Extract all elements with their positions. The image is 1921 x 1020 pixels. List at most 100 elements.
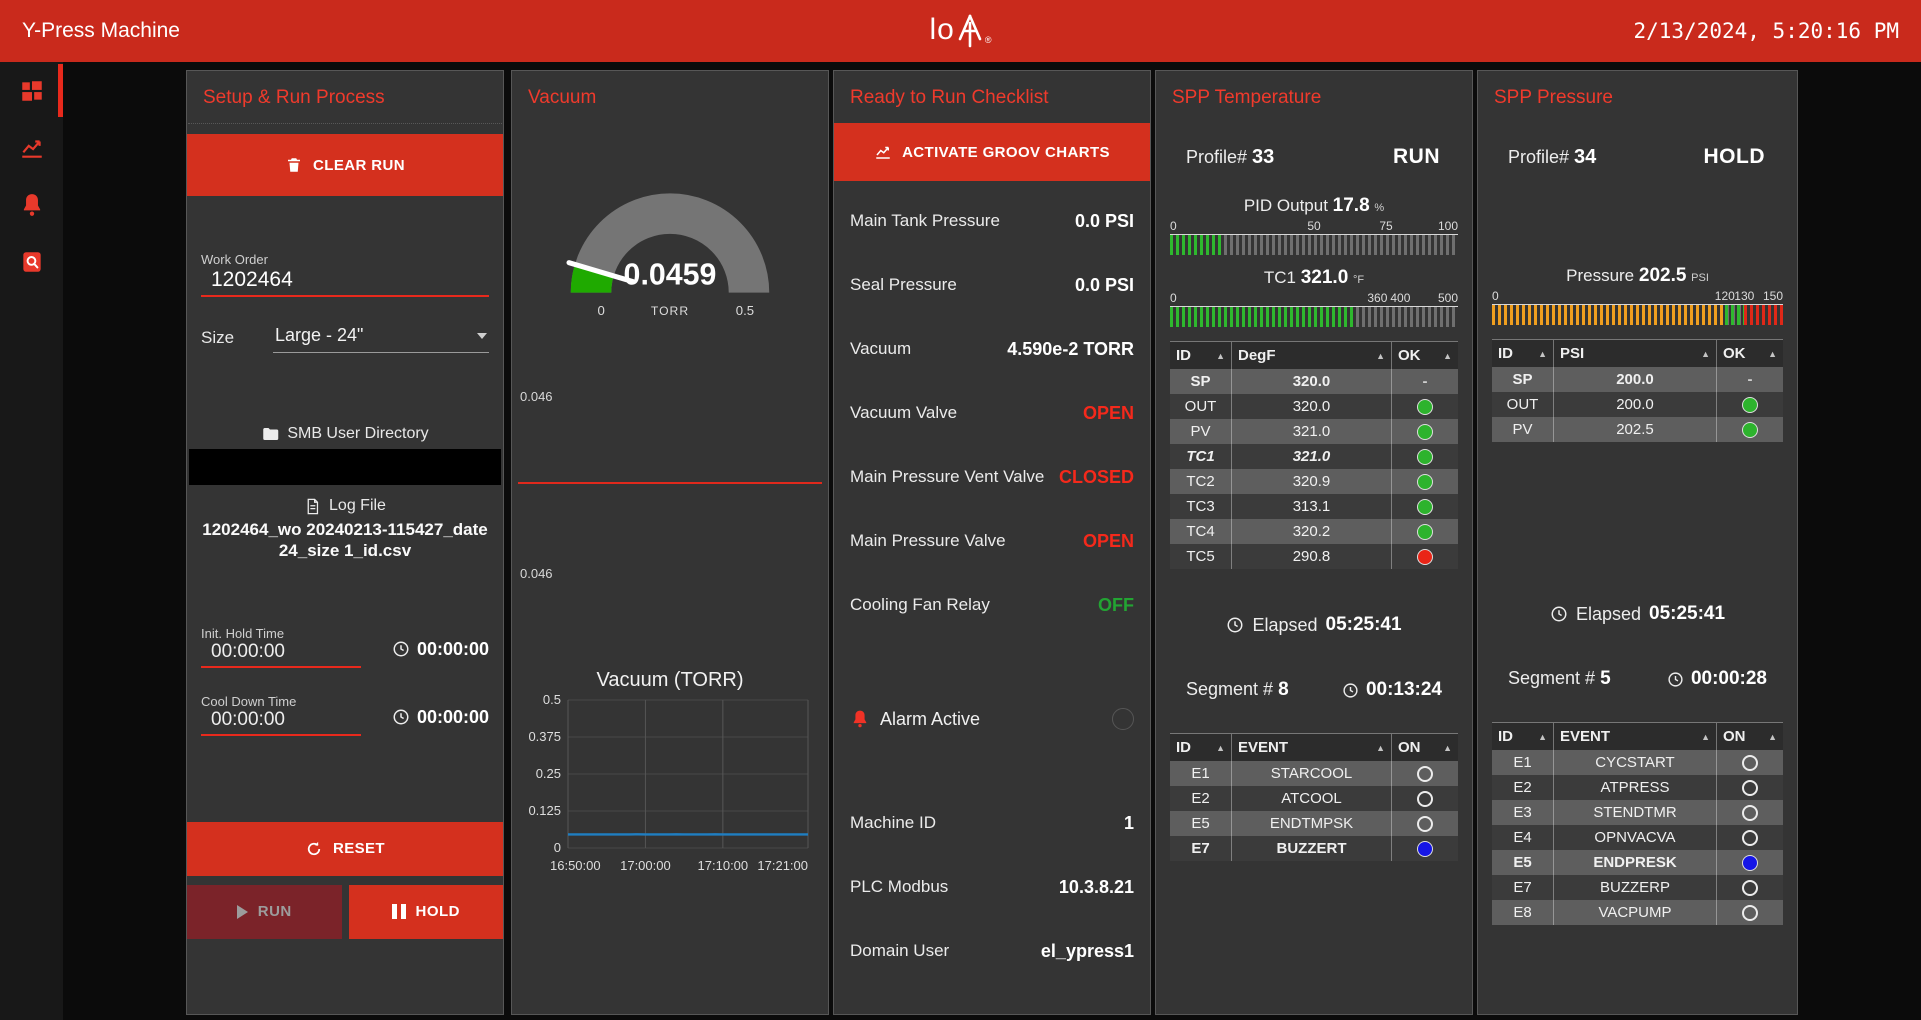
table-row: OUT 200.0 xyxy=(1492,392,1783,417)
id-cell: E5 xyxy=(1170,811,1232,836)
column-header[interactable]: ON ▲ xyxy=(1723,728,1777,745)
value-cell: ATPRESS xyxy=(1554,775,1717,800)
sort-asc-icon[interactable]: ▲ xyxy=(1443,350,1452,361)
vacuum-panel: Vacuum 0.0459 TORR 0 0.5 0.046 0.046 Vac… xyxy=(511,70,829,1015)
checklist-label: Main Tank Pressure xyxy=(850,211,1000,230)
table-row: TC3 313.1 xyxy=(1170,494,1458,519)
init-hold-timer: 00:00:00 xyxy=(392,639,489,668)
id-cell: E7 xyxy=(1170,836,1232,861)
hold-button[interactable]: HOLD xyxy=(348,884,503,939)
sort-asc-icon[interactable]: ▲ xyxy=(1216,742,1225,753)
clear-run-button[interactable]: CLEAR RUN xyxy=(187,134,503,196)
sort-asc-icon[interactable]: ▲ xyxy=(1701,731,1710,742)
status-cell xyxy=(1392,761,1458,786)
column-header[interactable]: EVENT ▲ xyxy=(1554,723,1717,750)
column-header[interactable]: ID ▲ xyxy=(1170,342,1232,369)
table-header: ID ▲ EVENT ▲ ON ▲ xyxy=(1492,722,1783,750)
column-header[interactable]: OK ▲ xyxy=(1398,347,1452,364)
table-row: E5 ENDPRESK xyxy=(1492,850,1783,875)
column-header[interactable]: EVENT ▲ xyxy=(1232,734,1392,761)
column-header[interactable]: ON ▲ xyxy=(1398,739,1452,756)
work-order-input[interactable] xyxy=(201,267,489,297)
segment-row: Segment # 5 00:00:28 xyxy=(1478,666,1797,692)
checklist-value: 4.590e-2 TORR xyxy=(1007,338,1134,359)
status-cell xyxy=(1717,875,1783,900)
panel-title: Vacuum xyxy=(528,87,597,108)
value-cell: ATCOOL xyxy=(1232,786,1392,811)
segment-label: Segment # xyxy=(1186,679,1274,699)
reset-button[interactable]: RESET xyxy=(187,821,503,876)
value-cell: ENDPRESK xyxy=(1554,850,1717,875)
column-header[interactable]: DegF ▲ xyxy=(1232,342,1392,369)
column-header[interactable]: OK ▲ xyxy=(1723,345,1777,362)
status-led-blue xyxy=(1417,840,1433,857)
table-row: TC5 290.8 xyxy=(1170,544,1458,569)
file-icon xyxy=(307,498,319,514)
app-title: Y-Press Machine xyxy=(22,19,180,42)
size-select[interactable]: Large - 24" xyxy=(273,323,489,353)
value-cell: CYCSTART xyxy=(1554,750,1717,775)
folder-icon xyxy=(263,428,279,440)
smb-directory-label: SMB User Directory xyxy=(287,425,429,442)
sidebar-item-trends[interactable] xyxy=(0,119,63,176)
gauge-lit-zone xyxy=(1744,305,1783,325)
status-cell xyxy=(1392,394,1458,419)
sort-asc-icon[interactable]: ▲ xyxy=(1538,348,1547,359)
gauge-tick-label: 0 xyxy=(1170,219,1177,233)
clock-icon xyxy=(1551,606,1567,622)
info-row: Domain User el_ypress1 xyxy=(834,919,1150,983)
segment-row: Segment # 8 00:13:24 xyxy=(1156,677,1472,703)
vacuum-trend-value-bottom: 0.046 xyxy=(520,566,553,581)
pressure-gauge: Pressure 202.5 PSI 0 120 130 150 xyxy=(1478,265,1797,325)
sidebar-item-dashboard[interactable] xyxy=(0,62,63,119)
sort-asc-icon[interactable]: ▲ xyxy=(1701,348,1710,359)
gauge-tick-label: 130 xyxy=(1734,289,1755,303)
profile-row: Profile# 33 RUN xyxy=(1156,137,1472,177)
cool-down-timer: 00:00:00 xyxy=(392,707,489,736)
sort-asc-icon[interactable]: ▲ xyxy=(1768,348,1777,359)
sort-asc-icon[interactable]: ▲ xyxy=(1376,742,1385,753)
iot-logo: lo ® xyxy=(930,13,992,49)
sidebar xyxy=(0,62,63,1020)
gauge-label: PID Output xyxy=(1243,196,1328,215)
cool-down-input[interactable] xyxy=(201,708,361,736)
table-row: SP 200.0 - xyxy=(1492,367,1783,392)
checklist-label: Main Pressure Vent Valve xyxy=(850,467,1045,486)
table-row: SP 320.0 - xyxy=(1170,369,1458,394)
checklist-row: Main Pressure Valve OPEN xyxy=(834,509,1150,573)
column-header[interactable]: ID ▲ xyxy=(1492,340,1554,367)
info-label: PLC Modbus xyxy=(850,877,949,896)
status-cell xyxy=(1392,494,1458,519)
sort-asc-icon[interactable]: ▲ xyxy=(1443,742,1452,753)
gauge-lit-zone xyxy=(1724,305,1745,325)
checklist-value: 0.0 PSI xyxy=(1074,210,1134,231)
activate-groov-charts-button[interactable]: ACTIVATE GROOV CHARTS xyxy=(834,123,1150,181)
svg-text:0.5: 0.5 xyxy=(543,692,561,707)
sort-asc-icon[interactable]: ▲ xyxy=(1216,350,1225,361)
column-header[interactable]: PSI ▲ xyxy=(1554,340,1717,367)
pressure-table: ID ▲ PSI ▲ OK ▲ SP 200.0- OUT 200.0 PV 202.5 xyxy=(1492,339,1783,442)
checklist-value: OFF xyxy=(1098,594,1134,615)
id-cell: E1 xyxy=(1492,750,1554,775)
elapsed-value: 05:25:41 xyxy=(1649,603,1726,624)
sort-asc-icon[interactable]: ▲ xyxy=(1538,731,1547,742)
sidebar-item-alarms[interactable] xyxy=(0,176,63,233)
column-header[interactable]: ID ▲ xyxy=(1492,723,1554,750)
clock-icon xyxy=(1227,617,1243,633)
column-header[interactable]: ID ▲ xyxy=(1170,734,1232,761)
id-cell: OUT xyxy=(1170,394,1232,419)
value-cell: 320.2 xyxy=(1232,519,1392,544)
sort-asc-icon[interactable]: ▲ xyxy=(1376,350,1385,361)
elapsed-row: Elapsed 05:25:41 xyxy=(1156,613,1472,637)
init-hold-label: Init. Hold Time xyxy=(201,625,285,641)
trend-threshold-line xyxy=(518,482,822,484)
init-hold-input[interactable] xyxy=(201,640,361,668)
elapsed-value: 05:25:41 xyxy=(1325,614,1402,635)
checklist-row: Main Tank Pressure 0.0 PSI xyxy=(834,189,1150,253)
run-button[interactable]: RUN xyxy=(187,884,342,939)
sort-asc-icon[interactable]: ▲ xyxy=(1768,731,1777,742)
value-cell: 321.0 xyxy=(1232,419,1392,444)
sidebar-item-logs[interactable] xyxy=(0,233,63,290)
temperature-events-table: ID ▲ EVENT ▲ ON ▲ E1 STARCOOL E2 ATCOOL E5 ENDTMPSK… xyxy=(1170,733,1458,861)
